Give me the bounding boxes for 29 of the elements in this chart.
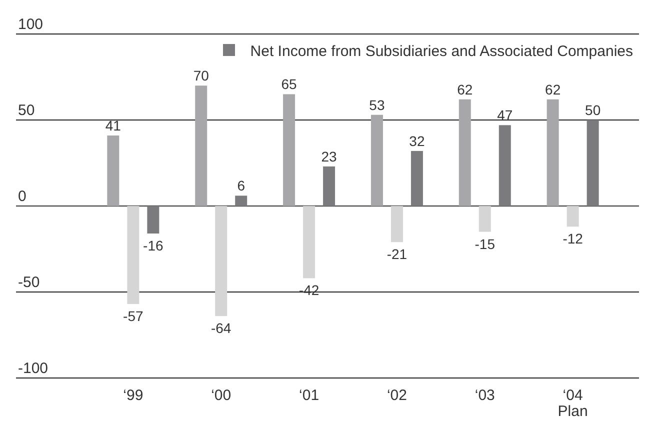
- data-label: -64: [210, 320, 232, 336]
- y-tick-label: 100: [18, 16, 44, 33]
- data-label: 32: [409, 132, 425, 149]
- data-label: 65: [281, 76, 298, 92]
- data-label: 50: [585, 102, 601, 118]
- data-label: 6: [237, 178, 246, 194]
- data-label: -16: [143, 238, 164, 254]
- data-label: -15: [474, 236, 496, 252]
- data-label: 47: [497, 107, 513, 124]
- data-label: 70: [193, 68, 210, 84]
- y-tick-label: 0: [18, 188, 26, 205]
- legend-label: Net Income from Subsidiaries and Associated Companies: [250, 43, 633, 60]
- x-tick-label: ‘02: [386, 387, 407, 404]
- y-tick-label: -50: [18, 274, 40, 291]
- x-tick-label: ‘99: [123, 387, 144, 404]
- data-label: 62: [545, 81, 561, 98]
- data-label: 41: [105, 117, 122, 134]
- data-label: -12: [562, 230, 584, 247]
- x-tick-label: ‘01: [299, 387, 320, 404]
- data-label: -21: [386, 246, 408, 262]
- data-label: 53: [369, 96, 385, 113]
- data-label: 23: [321, 148, 338, 164]
- x-tick-label: ‘04 Plan: [558, 387, 588, 420]
- x-tick-label: ‘00: [211, 387, 232, 404]
- x-tick-label: ‘03: [474, 387, 495, 404]
- data-label: 62: [457, 81, 473, 98]
- data-label: -57: [123, 308, 144, 324]
- y-tick-label: -100: [18, 360, 48, 377]
- y-tick-label: 50: [18, 102, 35, 119]
